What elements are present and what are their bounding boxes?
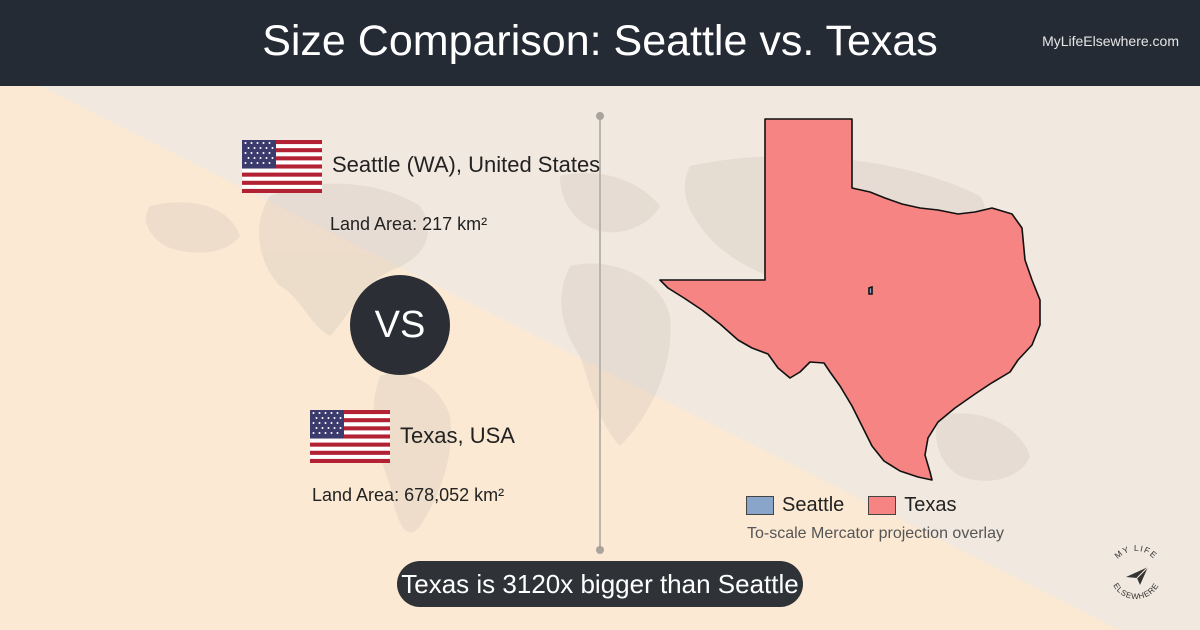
brand-link[interactable]: MyLifeElsewhere.com	[1042, 33, 1179, 49]
place2-name: Texas, USA	[400, 423, 515, 448]
svg-text:MY LIFE: MY LIFE	[1112, 543, 1159, 561]
column-divider	[599, 116, 601, 550]
place2-area: Land Area: 678,052 km²	[312, 485, 505, 505]
us-flag-icon	[310, 410, 390, 463]
summary-pill: Texas is 3120x bigger than Seattle	[397, 561, 803, 607]
seattle-shape	[868, 285, 873, 295]
divider-bottom-dot	[596, 546, 604, 554]
legend-label-texas: Texas	[904, 494, 957, 516]
place1-name: Seattle (WA), United States	[332, 152, 601, 177]
us-flag-icon	[242, 140, 322, 193]
mylifeelsewhere-logo: MY LIFE ELSEWHERE	[1111, 543, 1160, 601]
header-bar: Size Comparison: Seattle vs. Texas MyLif…	[0, 0, 1200, 86]
place1-area: Land Area: 217 km²	[330, 214, 488, 234]
legend-label-seattle: Seattle	[782, 494, 845, 516]
map-legend: Seattle Texas	[746, 494, 971, 517]
vs-badge: VS	[350, 275, 450, 375]
page-title: Size Comparison: Seattle vs. Texas	[262, 17, 938, 65]
world-map-watermark	[145, 156, 1030, 533]
divider-top-dot	[596, 112, 604, 120]
legend-swatch-texas	[868, 496, 897, 515]
svg-text:ELSEWHERE: ELSEWHERE	[1111, 581, 1160, 601]
texas-shape	[659, 118, 1041, 481]
projection-note: To-scale Mercator projection overlay	[747, 525, 1004, 542]
legend-swatch-seattle	[746, 496, 774, 515]
legend-item-texas: Texas	[868, 494, 957, 517]
legend-item-seattle: Seattle	[746, 494, 844, 517]
paper-plane-icon	[1126, 566, 1149, 585]
texas-map-overlay	[659, 118, 1041, 481]
